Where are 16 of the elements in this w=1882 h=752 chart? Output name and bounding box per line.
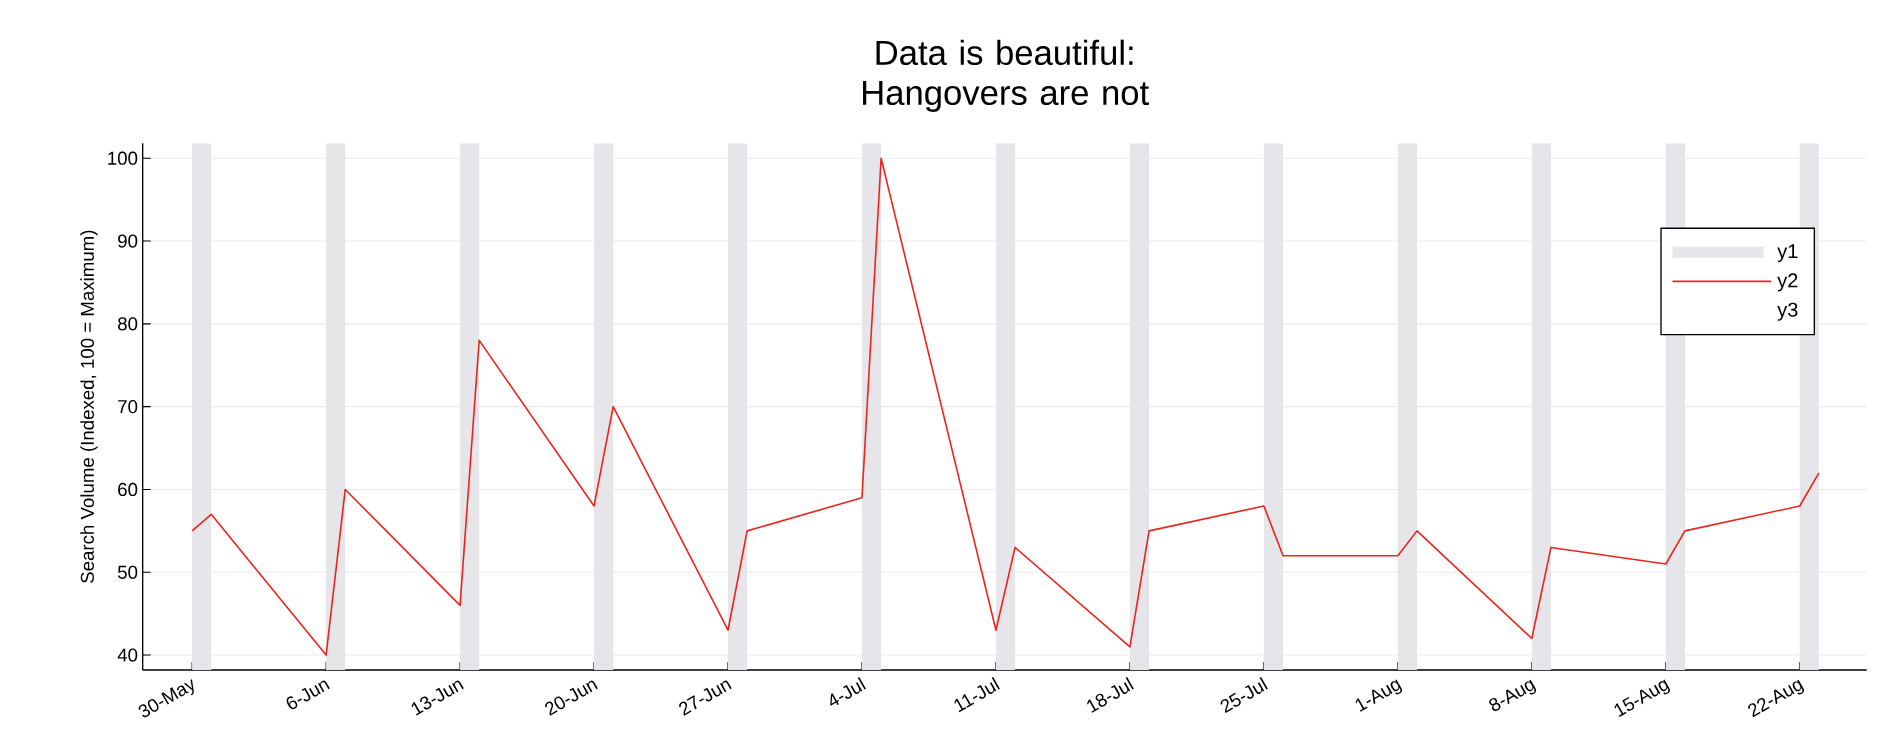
- legend-label: y2: [1777, 273, 1798, 292]
- y-tick-label: 80: [118, 317, 138, 331]
- y-axis-title: Search Volume (Indexed, 100 = Maximum): [80, 230, 98, 583]
- x-tick-label: 6-Jun: [286, 680, 330, 710]
- x-tick-label: 4-Jul: [830, 677, 866, 706]
- legend-label: y1: [1777, 244, 1798, 263]
- chart-title: Data is beautiful: Hangovers are not: [863, 39, 1149, 112]
- x-tick-label: 8-Aug: [1489, 679, 1537, 711]
- text: y3: [1777, 302, 1798, 321]
- y-tick-label: 50: [117, 565, 138, 579]
- y-tick-label: 90: [118, 234, 138, 248]
- y-tick-label: 40: [117, 648, 138, 662]
- y-tick-label: 70: [118, 400, 138, 414]
- line-series: [191, 157, 1820, 656]
- y-tick-label: 60: [118, 482, 138, 497]
- y-tick-label: 100: [108, 151, 138, 165]
